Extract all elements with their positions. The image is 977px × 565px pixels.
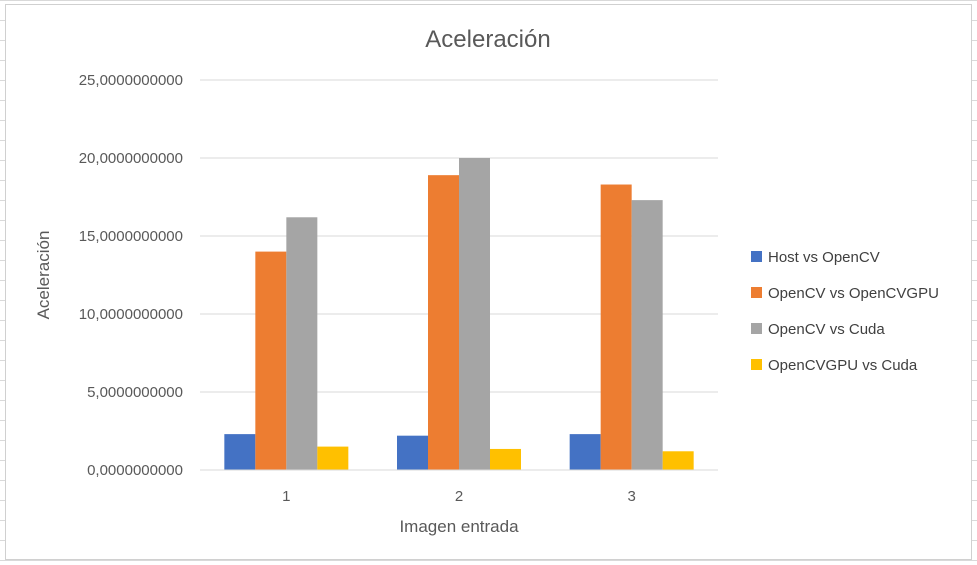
bar — [397, 435, 428, 470]
legend-entry: Host vs OpenCV — [768, 249, 880, 266]
chart-title: Aceleración — [425, 26, 550, 53]
legend-entry: OpenCVGPU vs Cuda — [768, 357, 918, 374]
bar — [569, 434, 601, 470]
bar — [317, 446, 349, 470]
bar — [459, 158, 490, 470]
x-tick-label: 3 — [627, 488, 635, 505]
y-axis-label: Aceleración — [34, 231, 53, 320]
y-tick-label: 0,0000000000 — [87, 462, 183, 479]
bar — [255, 251, 287, 470]
x-tick-label: 1 — [282, 488, 290, 505]
y-tick-label: 20,0000000000 — [79, 150, 183, 167]
legend-swatch — [751, 359, 762, 370]
bar — [490, 448, 521, 470]
bar — [286, 217, 318, 470]
bar — [631, 200, 663, 470]
legend-swatch — [751, 251, 762, 262]
bar — [662, 451, 694, 470]
y-tick-label: 25,0000000000 — [79, 72, 183, 89]
y-tick-label: 5,0000000000 — [87, 384, 183, 401]
x-axis-ticks: 1 2 3 — [282, 488, 636, 505]
bar — [224, 434, 256, 470]
legend-swatch — [751, 323, 762, 334]
y-axis-ticks: 0,0000000000 5,0000000000 10,0000000000 15,… — [79, 72, 183, 479]
bar — [428, 175, 459, 470]
x-axis-label: Imagen entrada — [399, 517, 519, 536]
legend-entry: OpenCV vs Cuda — [768, 321, 885, 338]
legend: Host vs OpenCV OpenCV vs OpenCVGPU OpenCV … — [751, 249, 939, 374]
legend-swatch — [751, 287, 762, 298]
y-tick-label: 10,0000000000 — [79, 306, 183, 323]
bars — [224, 158, 694, 470]
bar — [600, 184, 632, 470]
legend-entry: OpenCV vs OpenCVGPU — [768, 285, 939, 302]
y-tick-label: 15,0000000000 — [79, 228, 183, 245]
x-tick-label: 2 — [455, 488, 463, 505]
